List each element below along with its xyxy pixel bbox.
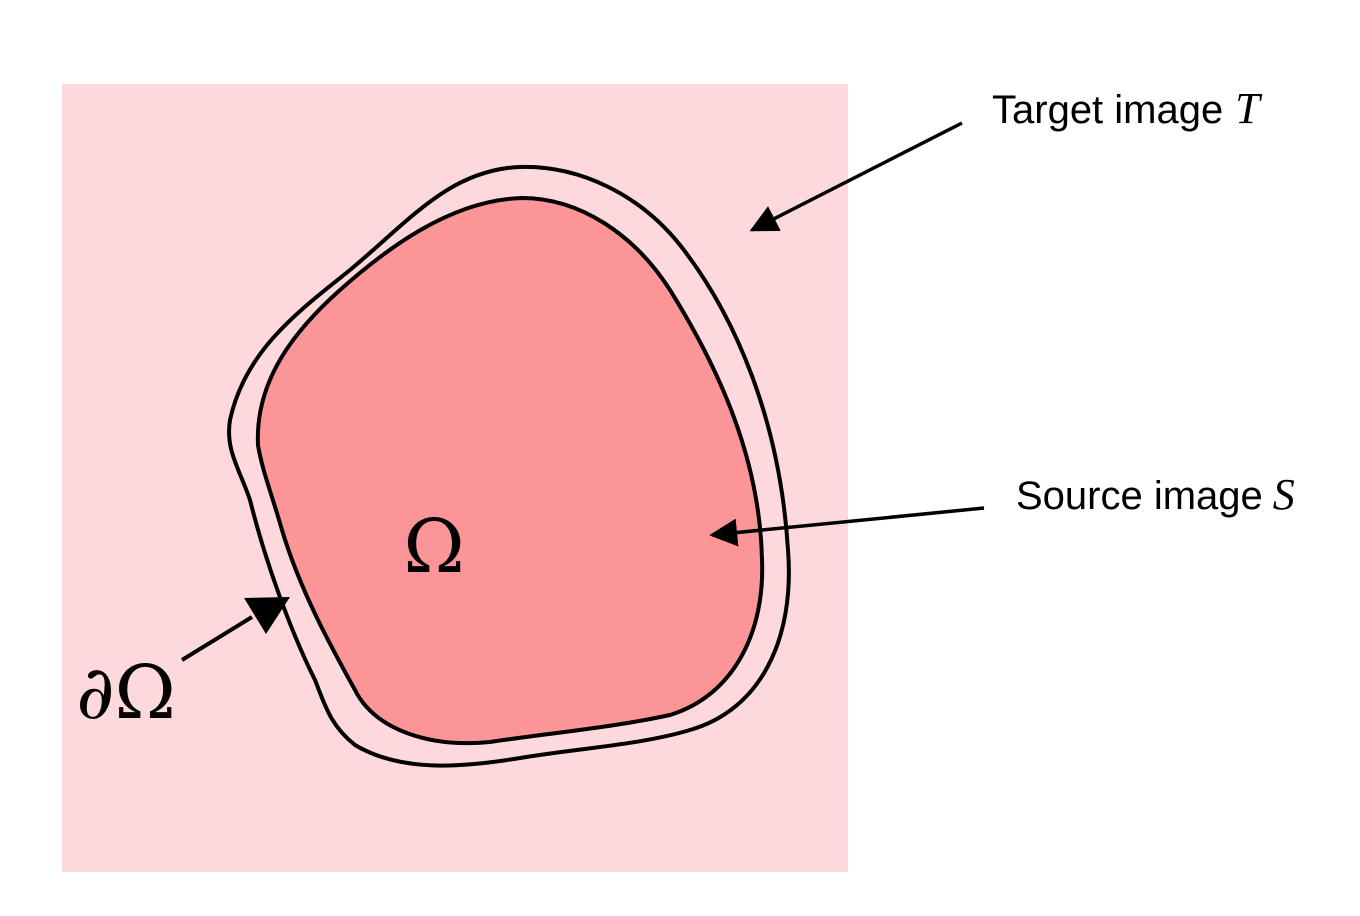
target-label-text: Target image	[992, 88, 1223, 132]
source-region-omega	[255, 195, 765, 746]
omega-label: Ω	[403, 504, 464, 590]
source-label: Source image S	[1016, 470, 1295, 519]
target-label: Target image T	[992, 84, 1263, 133]
target-label-symbol: T	[1235, 84, 1263, 133]
boundary-arrow-head	[244, 597, 290, 634]
boundary-arrow-shaft	[180, 615, 254, 662]
source-arrow	[709, 506, 985, 547]
source-label-text: Source image	[1016, 474, 1263, 518]
source-label-symbol: S	[1273, 470, 1295, 519]
boundary-label: ∂Ω	[76, 650, 176, 736]
target-arrow	[749, 121, 963, 232]
